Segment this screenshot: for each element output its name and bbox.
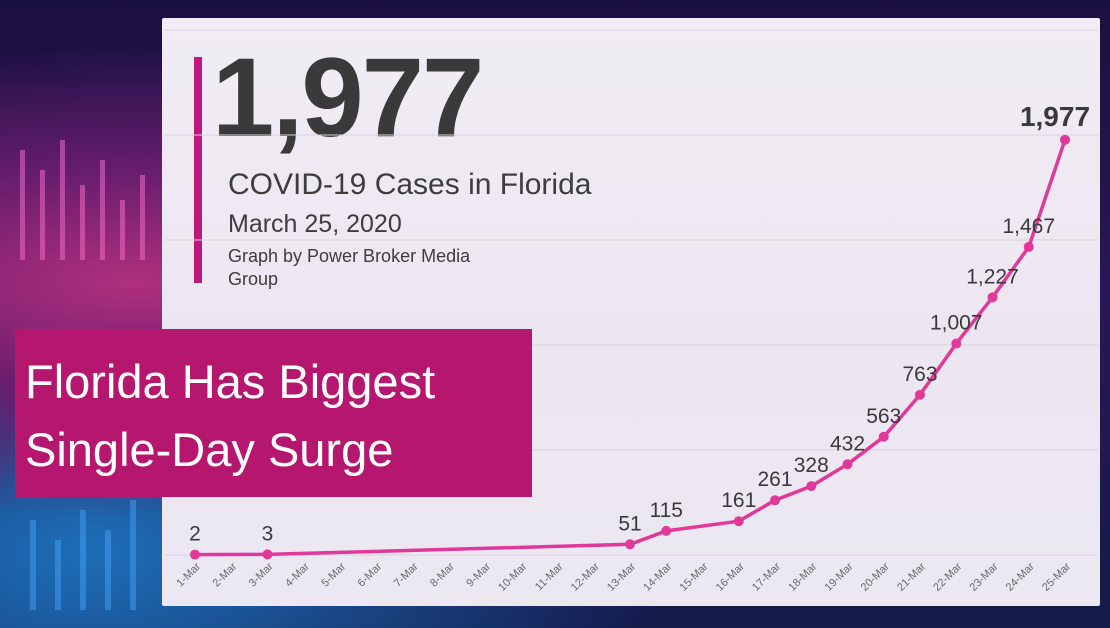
data-label: 1,467 xyxy=(1002,215,1055,238)
data-point xyxy=(770,495,780,506)
gridlines xyxy=(165,29,1098,556)
data-label: 115 xyxy=(650,499,683,522)
x-tick-label: 8-Mar xyxy=(428,560,457,589)
x-tick-label: 21-Mar xyxy=(895,560,928,593)
data-point xyxy=(842,459,853,470)
x-tick-label: 16-Mar xyxy=(714,560,747,593)
x-tick-label: 23-Mar xyxy=(967,560,1000,593)
data-point xyxy=(661,525,672,536)
data-label: 328 xyxy=(794,454,829,477)
data-label: 1,007 xyxy=(930,312,983,335)
x-tick-label: 1-Mar xyxy=(174,560,203,589)
x-tick-label: 3-Mar xyxy=(247,560,276,589)
data-label: 261 xyxy=(757,468,792,491)
data-point xyxy=(1023,241,1034,252)
x-tick-label: 14-Mar xyxy=(641,560,674,593)
data-point xyxy=(915,389,925,400)
x-tick-label: 25-Mar xyxy=(1040,560,1073,593)
x-tick-label: 12-Mar xyxy=(569,560,602,593)
data-label: 1,977 xyxy=(1020,101,1090,132)
data-label: 3 xyxy=(262,522,274,545)
data-point xyxy=(190,549,200,560)
x-tick-label: 5-Mar xyxy=(319,560,348,589)
x-tick-label: 18-Mar xyxy=(786,560,819,593)
data-label: 161 xyxy=(721,489,756,512)
x-tick-label: 2-Mar xyxy=(211,560,240,589)
headline-line-2: Single-Day Surge xyxy=(25,423,394,476)
x-tick-label: 7-Mar xyxy=(392,560,421,589)
series-line xyxy=(194,139,1067,557)
data-label: 563 xyxy=(866,405,901,428)
headline-line-1: Florida Has Biggest xyxy=(25,355,436,408)
data-point xyxy=(951,338,962,349)
data-point xyxy=(1060,134,1070,145)
x-tick-label: 13-Mar xyxy=(605,560,638,593)
data-point xyxy=(262,549,273,560)
data-point xyxy=(878,431,889,442)
chart-title: COVID-19 Cases in Florida xyxy=(228,168,592,201)
x-tick-label: 11-Mar xyxy=(533,560,566,593)
x-tick-label: 4-Mar xyxy=(283,560,312,589)
data-point xyxy=(806,481,817,492)
accent-bar xyxy=(194,57,202,283)
data-point xyxy=(987,292,998,303)
x-tick-label: 15-Mar xyxy=(677,560,710,593)
data-label: 51 xyxy=(618,512,641,535)
x-tick-label: 10-Mar xyxy=(496,560,529,593)
data-label: 1,227 xyxy=(966,265,1019,288)
chart-panel xyxy=(162,18,1100,606)
data-point xyxy=(733,516,744,527)
data-points xyxy=(190,134,1070,560)
x-tick-label: 17-Mar xyxy=(750,560,783,593)
x-tick-label: 9-Mar xyxy=(464,560,493,589)
data-label: 763 xyxy=(902,363,937,386)
headline-banner: Florida Has Biggest Single-Day Surge xyxy=(15,329,532,497)
data-label: 2 xyxy=(189,523,201,546)
data-label: 432 xyxy=(830,432,865,455)
x-tick-label: 24-Mar xyxy=(1004,560,1037,593)
x-tick-label: 22-Mar xyxy=(931,560,964,593)
x-tick-label: 6-Mar xyxy=(356,560,385,589)
data-point xyxy=(625,539,635,550)
x-tick-label: 19-Mar xyxy=(822,560,855,593)
x-axis-ticks: 1-Mar 2-Mar 3-Mar 4-Mar 5-Mar 6-Mar 7-Mar 8-Mar… xyxy=(174,560,1073,593)
series-line-path xyxy=(194,139,1067,557)
chart-credit: Graph by Power Broker Media Group xyxy=(228,246,471,290)
chart-date: March 25, 2020 xyxy=(228,210,402,238)
x-tick-label: 20-Mar xyxy=(859,560,892,593)
